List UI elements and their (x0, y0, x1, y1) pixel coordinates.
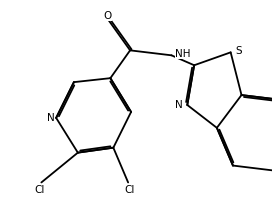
Text: Cl: Cl (35, 185, 45, 195)
Text: Cl: Cl (124, 185, 135, 195)
Text: N: N (47, 113, 55, 123)
Text: NH: NH (175, 49, 190, 59)
Text: S: S (236, 46, 242, 56)
Text: O: O (103, 11, 112, 21)
Text: N: N (175, 100, 182, 110)
